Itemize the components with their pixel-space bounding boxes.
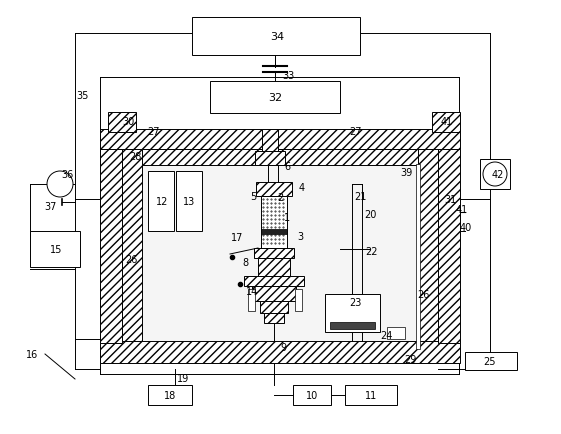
Text: 29: 29 xyxy=(404,354,416,364)
Bar xyxy=(264,313,284,323)
Text: 40: 40 xyxy=(460,223,472,233)
Bar xyxy=(176,171,202,231)
Bar xyxy=(210,82,340,114)
Text: 33: 33 xyxy=(282,71,294,81)
Bar xyxy=(465,352,517,370)
Bar xyxy=(100,150,122,343)
Text: 9: 9 xyxy=(280,342,286,352)
Bar xyxy=(258,258,290,276)
Text: 32: 32 xyxy=(268,93,282,103)
Text: 4: 4 xyxy=(299,183,305,193)
Text: 34: 34 xyxy=(270,32,284,42)
Bar xyxy=(260,301,288,313)
Bar xyxy=(293,385,331,405)
Bar xyxy=(416,164,420,349)
Text: 41: 41 xyxy=(456,204,468,214)
Text: 12: 12 xyxy=(156,197,168,207)
Text: 37: 37 xyxy=(44,201,56,211)
Bar xyxy=(254,248,294,258)
Bar xyxy=(248,289,255,311)
Bar xyxy=(192,18,360,56)
Bar xyxy=(255,151,285,166)
Bar xyxy=(262,130,278,151)
Bar xyxy=(325,294,380,332)
Text: 10: 10 xyxy=(306,390,318,400)
Bar xyxy=(261,230,287,234)
Text: 19: 19 xyxy=(177,373,189,383)
Text: 27: 27 xyxy=(349,127,361,137)
Text: 13: 13 xyxy=(183,197,195,207)
Bar xyxy=(244,276,304,286)
Text: 6: 6 xyxy=(284,161,290,171)
Text: 35: 35 xyxy=(76,91,88,101)
Text: 30: 30 xyxy=(122,117,134,127)
Circle shape xyxy=(483,163,507,187)
Bar xyxy=(30,231,80,267)
Text: 2: 2 xyxy=(277,193,283,203)
Bar xyxy=(330,322,375,329)
Bar xyxy=(252,286,296,301)
Text: 42: 42 xyxy=(492,170,504,180)
Bar xyxy=(438,150,460,343)
Text: 3: 3 xyxy=(297,231,303,241)
Text: 24: 24 xyxy=(380,330,392,340)
Text: 11: 11 xyxy=(365,390,377,400)
Text: 31: 31 xyxy=(444,194,456,204)
Text: 1: 1 xyxy=(284,213,290,223)
Text: 27: 27 xyxy=(148,127,160,137)
Bar xyxy=(100,130,460,150)
Bar xyxy=(108,113,136,133)
Text: 23: 23 xyxy=(349,297,361,307)
Text: 16: 16 xyxy=(26,349,38,359)
Text: 28: 28 xyxy=(129,151,141,161)
Bar xyxy=(480,160,510,190)
Text: 8: 8 xyxy=(242,257,248,267)
Bar xyxy=(100,341,460,363)
Text: 14: 14 xyxy=(246,286,258,296)
Text: 41: 41 xyxy=(441,117,453,127)
Text: 21: 21 xyxy=(354,191,366,201)
Bar xyxy=(387,327,405,339)
Text: 20: 20 xyxy=(364,210,376,220)
Bar xyxy=(345,385,397,405)
Bar xyxy=(148,171,174,231)
Text: 15: 15 xyxy=(50,244,62,254)
Text: 26: 26 xyxy=(417,289,429,299)
Bar xyxy=(142,150,418,341)
Text: 22: 22 xyxy=(366,247,378,256)
Bar xyxy=(295,289,302,311)
Bar xyxy=(261,197,287,248)
Text: 25: 25 xyxy=(483,356,495,366)
Bar xyxy=(418,150,438,341)
Bar xyxy=(256,183,292,197)
Circle shape xyxy=(47,171,73,197)
Bar xyxy=(432,113,460,133)
Text: 5: 5 xyxy=(250,191,256,201)
Text: 39: 39 xyxy=(400,168,412,178)
Bar xyxy=(148,385,192,405)
Text: 18: 18 xyxy=(164,390,176,400)
Text: 36: 36 xyxy=(61,170,73,180)
Bar xyxy=(142,150,418,166)
Text: 26: 26 xyxy=(125,254,137,264)
Bar xyxy=(122,150,142,341)
Text: 17: 17 xyxy=(231,233,243,243)
